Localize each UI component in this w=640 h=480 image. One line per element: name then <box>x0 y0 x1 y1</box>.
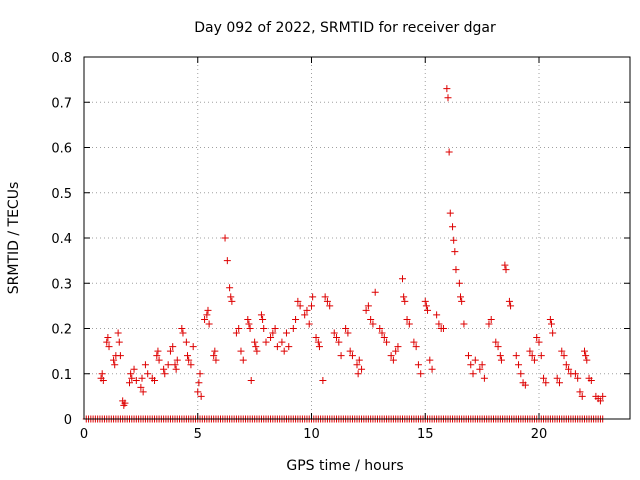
y-tick-label: 0.6 <box>51 142 72 157</box>
y-tick-label: 0.2 <box>51 323 72 338</box>
y-tick-label: 0.4 <box>51 232 72 247</box>
chart-background <box>0 0 640 480</box>
chart-title: Day 092 of 2022, SRMTID for receiver dga… <box>194 20 496 36</box>
x-axis-label: GPS time / hours <box>286 458 403 474</box>
y-tick-label: 0.1 <box>51 368 72 383</box>
y-tick-label: 0 <box>64 413 72 428</box>
y-tick-label: 0.5 <box>51 187 72 202</box>
x-tick-label: 10 <box>303 427 320 442</box>
x-tick-label: 0 <box>80 427 88 442</box>
chart-svg: 0 5 10 15 20 0 0.1 0.2 0.3 0.4 0.5 0.6 0.7 0.8 Day 09… <box>0 0 640 480</box>
y-tick-label: 0.7 <box>51 96 72 111</box>
y-axis-label: SRMTID / TECUs <box>6 182 22 295</box>
x-tick-label: 15 <box>417 427 434 442</box>
y-tick-label: 0.8 <box>51 51 72 66</box>
x-tick-label: 20 <box>531 427 548 442</box>
x-tick-label: 5 <box>194 427 202 442</box>
y-tick-label: 0.3 <box>51 277 72 292</box>
